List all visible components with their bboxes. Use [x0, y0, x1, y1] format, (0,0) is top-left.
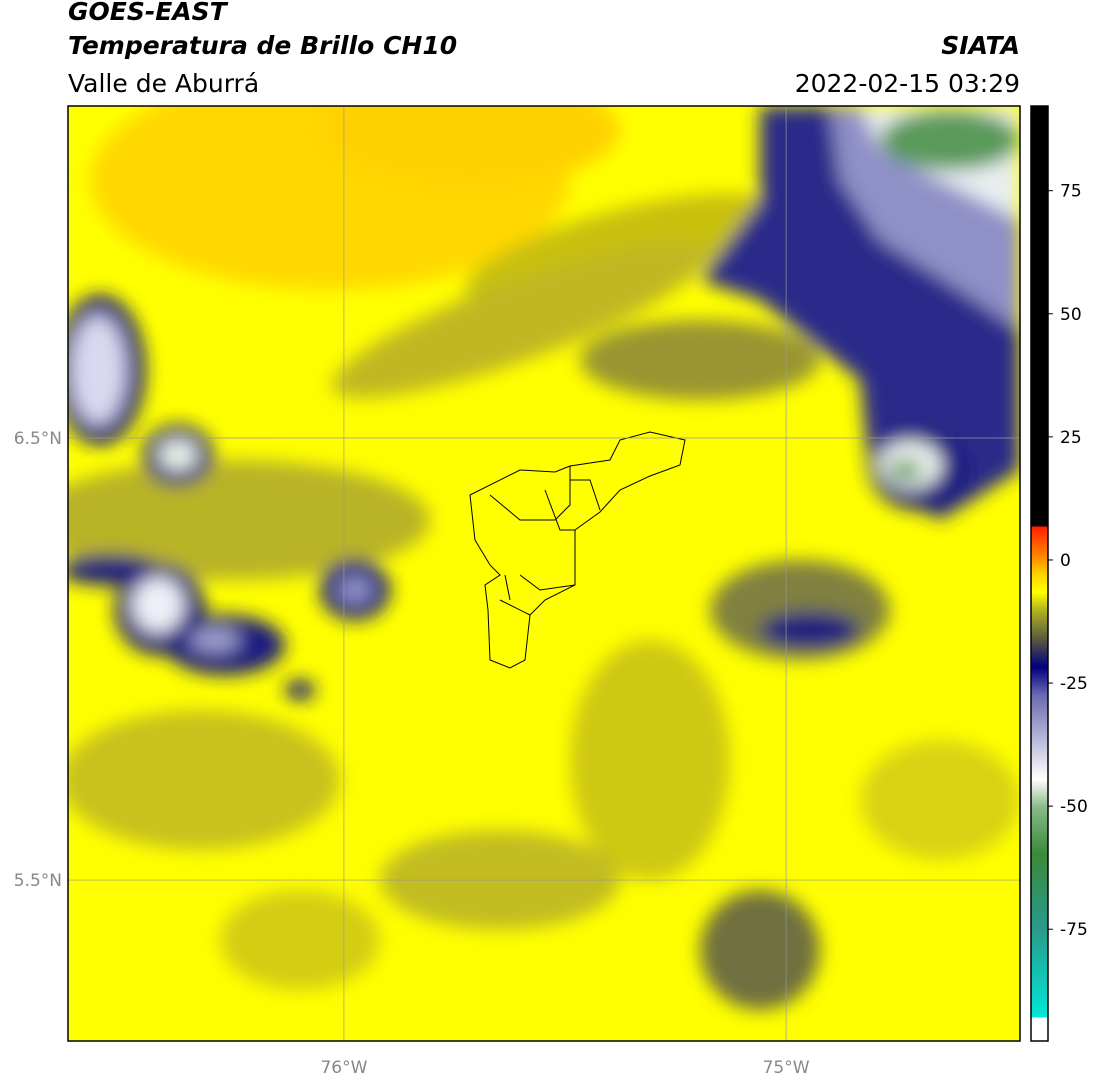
colorbar-tick-label: 25: [1060, 428, 1082, 448]
x-tick-label: 76°W: [320, 1058, 367, 1078]
colorbar-tick-label: 50: [1060, 305, 1082, 325]
title: GOES-EAST: [68, 0, 229, 26]
valley-outline: [469, 431, 686, 669]
colorbar-tick-label: 75: [1060, 182, 1082, 202]
y-tick-label: 5.5°N: [14, 871, 62, 891]
grid: [68, 106, 1020, 1041]
subtitle: Temperatura de Brillo CH10: [68, 31, 457, 60]
colorbar-tick-label: -50: [1060, 797, 1088, 817]
timestamp: 2022-02-15 03:29: [795, 69, 1020, 98]
x-tick-label: 75°W: [763, 1058, 810, 1078]
satellite-image: [68, 106, 1020, 1041]
source: SIATA: [941, 31, 1020, 60]
map-frame: [67, 105, 1021, 1042]
colorbar-tick-label: -25: [1060, 674, 1088, 694]
colorbar: [1030, 105, 1049, 1042]
y-tick-label: 6.5°N: [14, 429, 62, 449]
colorbar-tick-label: 0: [1060, 551, 1071, 571]
region: Valle de Aburrá: [68, 69, 259, 98]
colorbar-tick-label: -75: [1060, 920, 1088, 940]
